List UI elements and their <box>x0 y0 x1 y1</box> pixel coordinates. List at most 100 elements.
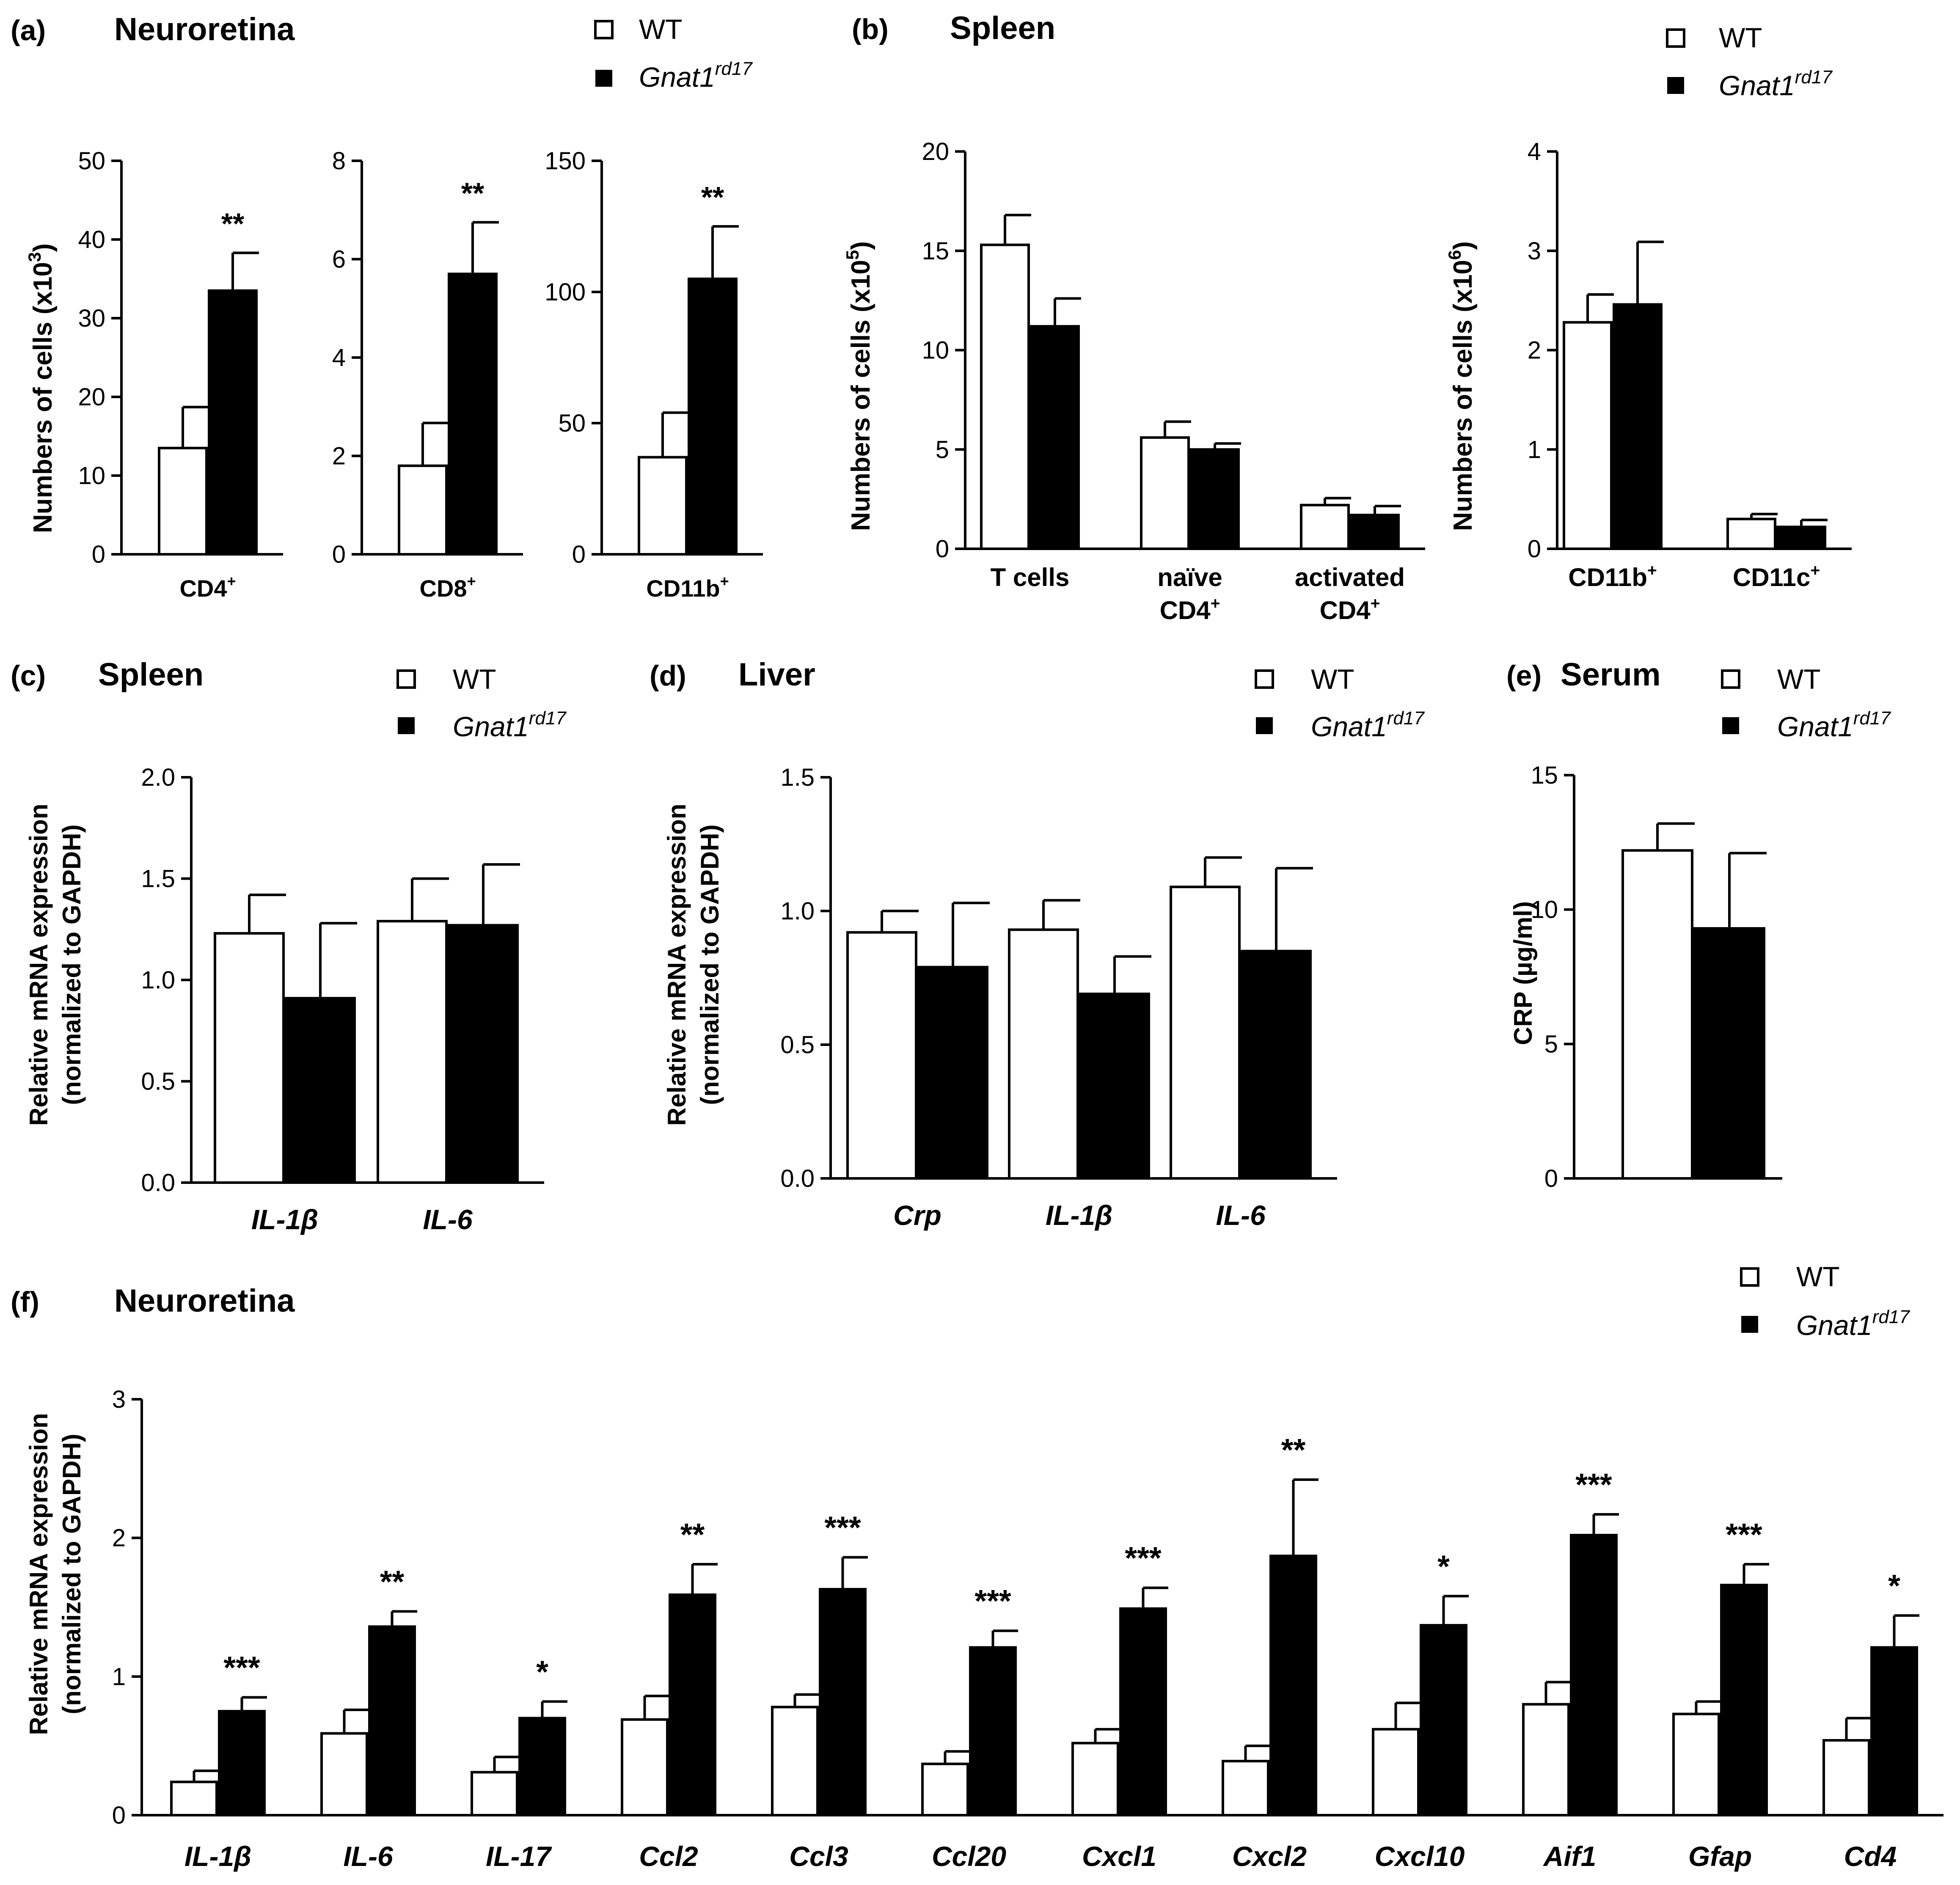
panel-a-header: (a) Neuroretina WT Gnat1rd17 Numbers of … <box>11 11 753 533</box>
legend-f-wt-label: WT <box>1796 1261 1840 1292</box>
category-label: Aif1 <box>1543 1841 1597 1872</box>
mutant-bar <box>969 1646 1017 1817</box>
wt-bar <box>771 1706 819 1816</box>
mutant-bar <box>1269 1555 1317 1817</box>
legend-a-mutant-label: Gnat1rd17 <box>639 58 753 93</box>
y-tick-label: 3 <box>112 1386 126 1413</box>
mutant-bar <box>1776 526 1826 550</box>
category-label: CD11b+ <box>1568 561 1657 592</box>
y-tick-label: 2 <box>112 1525 126 1552</box>
wt-bar <box>1563 321 1613 550</box>
y-tick-label: 50 <box>78 147 105 175</box>
panel-f-header: (f) Neuroretina WT Gnat1rd17 Relative mR… <box>11 1261 1910 1735</box>
legend-f-wt-swatch <box>1740 1267 1759 1287</box>
y-tick-label: 2 <box>332 443 346 470</box>
category-label: Ccl20 <box>932 1841 1006 1872</box>
category-label: Gfap <box>1688 1841 1752 1872</box>
mutant-bar <box>1420 1624 1467 1816</box>
mutant-bar <box>448 272 498 556</box>
panel-e-title: Serum <box>1561 657 1661 693</box>
y-tick-label: 0.5 <box>780 1031 815 1059</box>
significance-marker: ** <box>461 176 484 209</box>
category-label: IL-17 <box>486 1841 552 1872</box>
panel-b-header: (b) Spleen WT Gnat1rd17 Numbers of cells… <box>842 10 1833 531</box>
legend-d-wt-label: WT <box>1311 663 1354 695</box>
panel-b-title: Spleen <box>950 10 1055 46</box>
y-tick-label: 10 <box>78 462 105 490</box>
panel-b-ylabel-right: Numbers of cells (x106) <box>1445 241 1478 531</box>
legend-b-mutant-label: Gnat1rd17 <box>1719 67 1833 101</box>
y-tick-label: 10 <box>922 337 949 364</box>
y-tick-label: 20 <box>922 138 949 165</box>
wt-bar <box>320 1732 368 1817</box>
legend-b: WT Gnat1rd17 <box>1666 22 1833 101</box>
significance-marker: ** <box>221 207 245 240</box>
mutant-bar <box>688 278 738 556</box>
panel-c-ylabel-line1: Relative mRNA expression <box>25 804 53 1125</box>
wt-bar <box>1672 1712 1720 1816</box>
mutant-bar <box>1079 992 1150 1180</box>
y-tick-label: 4 <box>332 344 346 371</box>
wt-bar <box>377 920 448 1184</box>
panel-d-letter: (d) <box>650 660 686 692</box>
chart-a3: 0 50 100 150 ** CD11b+ <box>545 147 763 602</box>
y-tick-label: 10 <box>1531 896 1558 924</box>
y-tick-label: 0.0 <box>141 1169 175 1197</box>
significance-marker: * <box>1888 1568 1900 1603</box>
legend-d: WT Gnat1rd17 <box>1255 663 1425 742</box>
mutant-bar <box>917 966 988 1180</box>
wt-bar <box>471 1771 518 1817</box>
panel-e-header: (e) Serum WT Gnat1rd17 CRP (µg/ml) <box>1506 657 1891 1045</box>
category-label: CD4+ <box>179 572 236 602</box>
chart-c: 0.0 0.5 1.0 1.5 2.0 IL-1β IL-6 <box>141 764 544 1235</box>
wt-bar <box>1372 1728 1420 1817</box>
legend-c-wt-label: WT <box>453 663 496 695</box>
y-tick-label: 40 <box>78 226 105 253</box>
panel-f-title: Neuroretina <box>114 1283 295 1319</box>
legend-d-mutant-swatch <box>1256 717 1273 734</box>
y-tick-label: 2.0 <box>141 764 175 791</box>
wt-bar <box>621 1718 669 1816</box>
panel-f-letter: (f) <box>11 1286 39 1318</box>
y-tick-label: 0 <box>1544 1165 1558 1192</box>
y-tick-label: 2 <box>1528 337 1541 364</box>
category-label: IL-6 <box>1216 1200 1266 1231</box>
legend-e-mutant-swatch <box>1722 717 1739 734</box>
y-tick-label: 1 <box>112 1663 126 1690</box>
wt-bar <box>921 1762 969 1816</box>
legend-c-mutant-swatch <box>398 717 415 734</box>
category-label: Cxcl2 <box>1232 1841 1307 1872</box>
mutant-bar <box>1350 514 1400 550</box>
wt-bar <box>170 1780 218 1816</box>
significance-marker: *** <box>1726 1517 1762 1552</box>
legend-b-mutant-swatch <box>1667 77 1684 94</box>
panel-d-ylabel-line1: Relative mRNA expression <box>663 804 691 1125</box>
wt-bar <box>1170 886 1241 1180</box>
category-label: activated <box>1295 563 1405 592</box>
panel-a-letter: (a) <box>11 14 46 47</box>
significance-marker: *** <box>824 1510 861 1545</box>
wt-bar <box>1822 1739 1870 1817</box>
wt-bar <box>1140 436 1190 550</box>
y-tick-label: 150 <box>545 147 586 175</box>
legend-a-mutant-swatch <box>595 70 612 87</box>
legend-f-mutant-swatch <box>1741 1316 1758 1333</box>
legend-f-mutant-label: Gnat1rd17 <box>1796 1307 1910 1341</box>
chart-a1: 0 10 20 30 40 50 ** CD4+ <box>78 147 283 602</box>
mutant-bar <box>669 1593 716 1816</box>
legend-a-wt-label: WT <box>639 14 683 45</box>
category-label: Ccl2 <box>639 1841 698 1872</box>
significance-marker: * <box>1437 1549 1450 1584</box>
y-tick-label: 1 <box>1528 436 1541 463</box>
mutant-bar <box>1693 927 1765 1180</box>
legend-d-mutant-label: Gnat1rd17 <box>1311 708 1425 742</box>
chart-b2: 0 1 2 3 4 CD11b+ CD11c+ <box>1528 138 1852 592</box>
y-tick-label: 3 <box>1528 237 1541 265</box>
wt-bar <box>214 932 285 1184</box>
legend-d-wt-swatch <box>1255 669 1274 689</box>
wt-bar <box>158 446 208 556</box>
category-label: IL-1β <box>1046 1200 1112 1231</box>
y-tick-label: 30 <box>78 305 105 332</box>
